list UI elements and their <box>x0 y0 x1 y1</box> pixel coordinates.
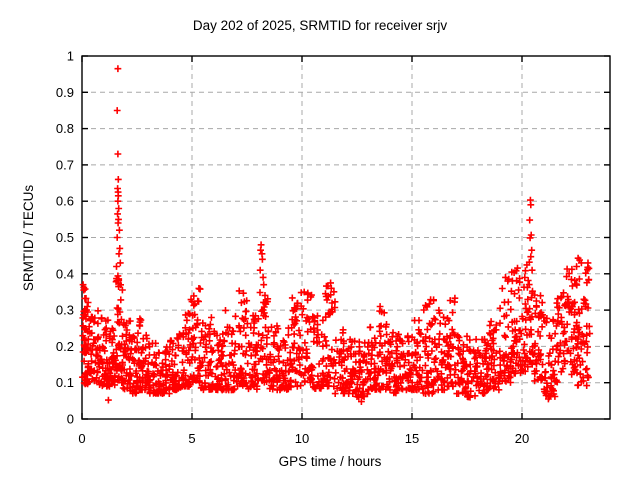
y-axis-title: SRMTID / TECUs <box>21 185 36 292</box>
x-tick-label: 10 <box>295 431 309 446</box>
x-tick-label: 0 <box>78 431 85 446</box>
y-tick-label: 0.2 <box>56 339 74 354</box>
gridlines <box>82 56 610 419</box>
x-tick-label: 15 <box>405 431 419 446</box>
y-tick-label: 0.1 <box>56 375 74 390</box>
y-tick-label: 0.7 <box>56 157 74 172</box>
y-tick-label: 0.4 <box>56 266 74 281</box>
y-tick-label: 0.6 <box>56 194 74 209</box>
scatter-outlier-points <box>79 65 593 405</box>
y-tick-label: 0.8 <box>56 121 74 136</box>
x-tick-label: 20 <box>515 431 529 446</box>
y-tick-label: 1 <box>67 49 74 64</box>
x-tick-label: 5 <box>188 431 195 446</box>
x-axis-title: GPS time / hours <box>279 454 382 469</box>
scatter-data-points <box>79 261 594 401</box>
y-tick-label: 0.3 <box>56 303 74 318</box>
y-tick-label: 0 <box>67 412 74 427</box>
y-tick-label: 0.5 <box>56 230 74 245</box>
chart-title: Day 202 of 2025, SRMTID for receiver srj… <box>193 18 448 33</box>
axis-tick-labels: 0 5 10 15 20 0 0.1 0.2 0.3 0.4 0.5 0.6 0.7 0.8 0.9 1 <box>56 49 529 447</box>
plot-border <box>81 55 611 420</box>
y-tick-label: 0.9 <box>56 85 74 100</box>
